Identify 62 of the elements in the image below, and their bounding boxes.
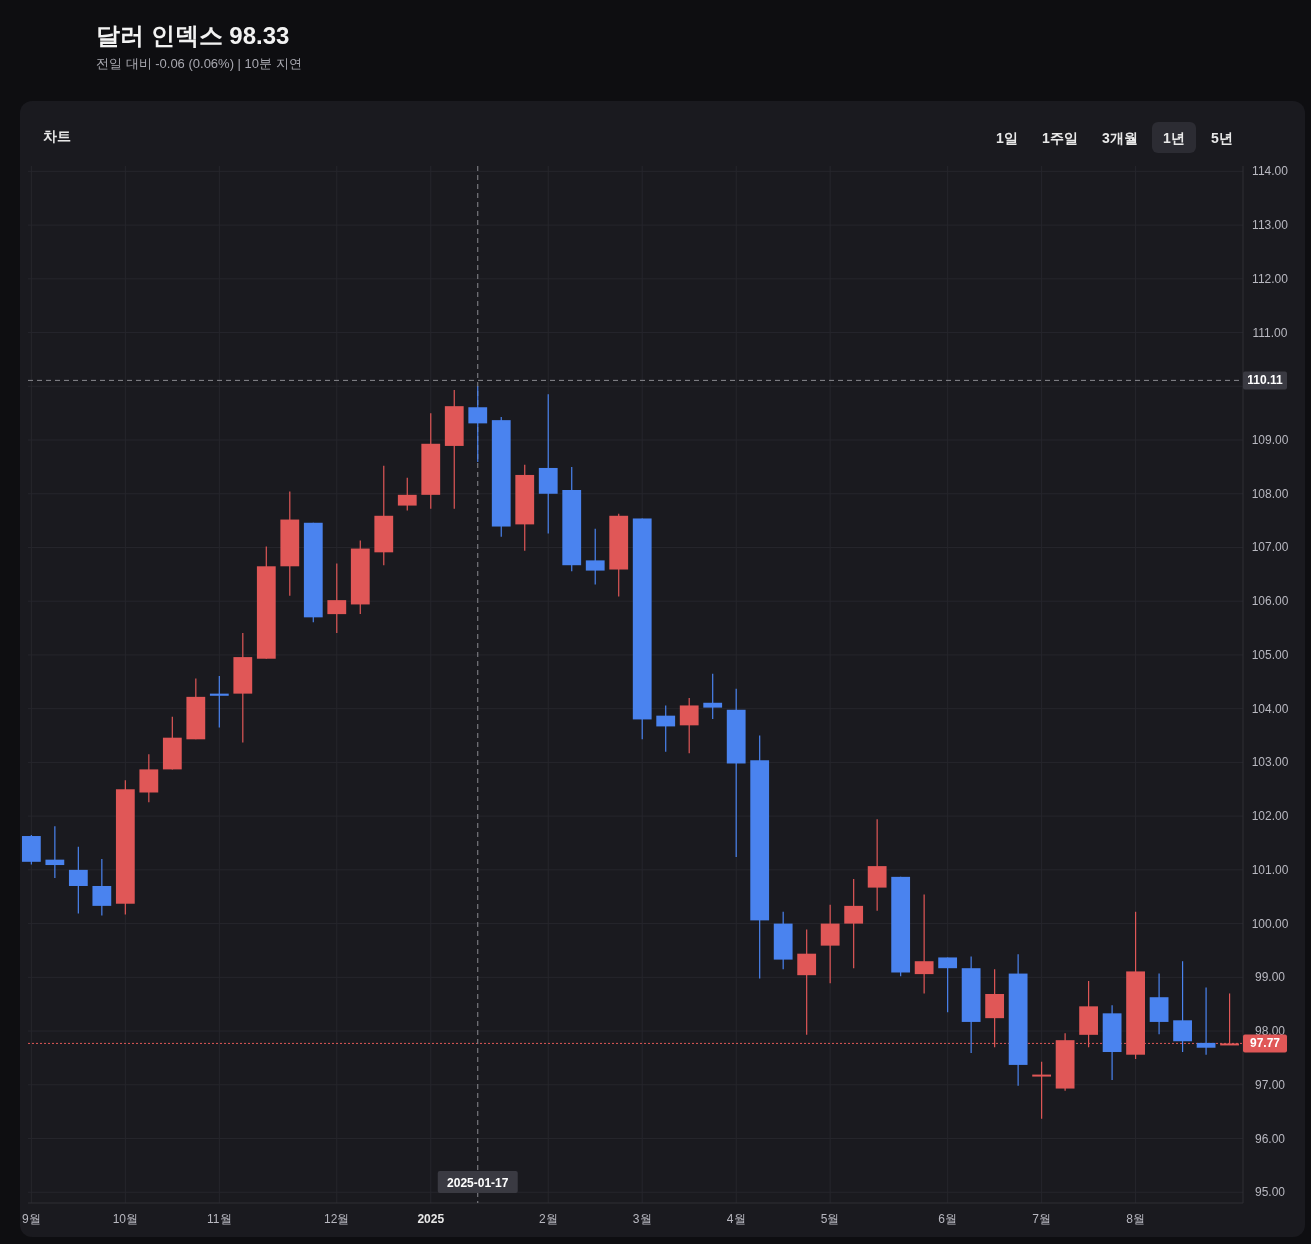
candlestick [397, 477, 417, 512]
candlestick [797, 928, 817, 1036]
y-tick-label: 112.00 [1252, 271, 1289, 286]
candlestick [468, 385, 488, 463]
text: 1주일 [1042, 130, 1078, 146]
y-tick-label: 95.00 [1254, 1185, 1286, 1200]
y-tick-label: 101.00 [1251, 862, 1289, 877]
y-tick-label: 100.00 [1251, 916, 1289, 931]
candlestick [139, 753, 159, 803]
candlestick [820, 904, 840, 984]
candlestick [656, 704, 676, 753]
candlestick [938, 956, 958, 1013]
ref-line-label: 97.77 [1249, 1036, 1281, 1051]
text: 차트 [43, 128, 71, 144]
x-tick-label: 9월 [22, 1212, 41, 1226]
y-tick-label: 109.00 [1251, 433, 1289, 448]
y-tick-label: 97.00 [1254, 1077, 1286, 1092]
candlestick [914, 893, 934, 995]
y-tick-label: 103.00 [1251, 755, 1289, 770]
candlestick [585, 528, 605, 586]
y-tick-label: 105.00 [1251, 647, 1289, 662]
text: 1일 [996, 130, 1018, 146]
y-tick-label: 96.00 [1254, 1131, 1286, 1146]
x-tick-label: 8월 [1126, 1212, 1145, 1226]
candlestick [209, 675, 229, 729]
y-tick-label: 113.00 [1252, 218, 1289, 233]
y-tick-label: 114.00 [1252, 164, 1289, 179]
y-tick-label: 107.00 [1251, 540, 1289, 555]
y-tick-label: 104.00 [1251, 701, 1289, 716]
chart-title: 달러 인덱스 98.33 [96, 22, 290, 49]
x-tick-label: 6월 [938, 1212, 957, 1226]
candlestick [68, 846, 88, 914]
candlestick [703, 673, 723, 720]
y-tick-label: 102.00 [1251, 809, 1289, 824]
y-tick-label: 108.00 [1251, 486, 1289, 501]
x-tick-label: 11월 [207, 1212, 232, 1226]
ref-line-label: 2025-01-17 [447, 1176, 509, 1190]
candlestick [1196, 986, 1216, 1056]
x-tick-label: 5월 [820, 1212, 840, 1226]
x-tick-label: 7월 [1032, 1212, 1051, 1226]
y-tick-label: 111.00 [1252, 325, 1288, 340]
y-tick-label: 106.00 [1251, 594, 1289, 609]
x-tick-label: 4월 [726, 1212, 746, 1226]
x-tick-label: 10월 [112, 1212, 139, 1226]
chart-subtitle: 전일 대비 -0.06 (0.06%) | 10분 지연 [96, 56, 302, 71]
y-tick-label: 99.00 [1254, 970, 1286, 985]
candlestick [45, 825, 65, 879]
candlestick [1173, 960, 1192, 1053]
x-tick-label: 2월 [538, 1212, 558, 1226]
candlestick [1032, 1061, 1052, 1120]
candlestick [867, 818, 887, 912]
text: 3개월 [1102, 130, 1138, 146]
x-tick-label: 12월 [324, 1212, 350, 1226]
text: 1년 [1163, 130, 1185, 146]
x-tick-label: 3월 [632, 1212, 652, 1226]
candlestick [844, 878, 864, 969]
candlestick [679, 697, 699, 754]
candlestick [92, 858, 112, 917]
text: 5년 [1211, 130, 1233, 146]
candlestick [327, 563, 347, 634]
ref-line-label: 110.11 [1247, 373, 1284, 388]
x-tick-label: 2025 [417, 1212, 445, 1226]
